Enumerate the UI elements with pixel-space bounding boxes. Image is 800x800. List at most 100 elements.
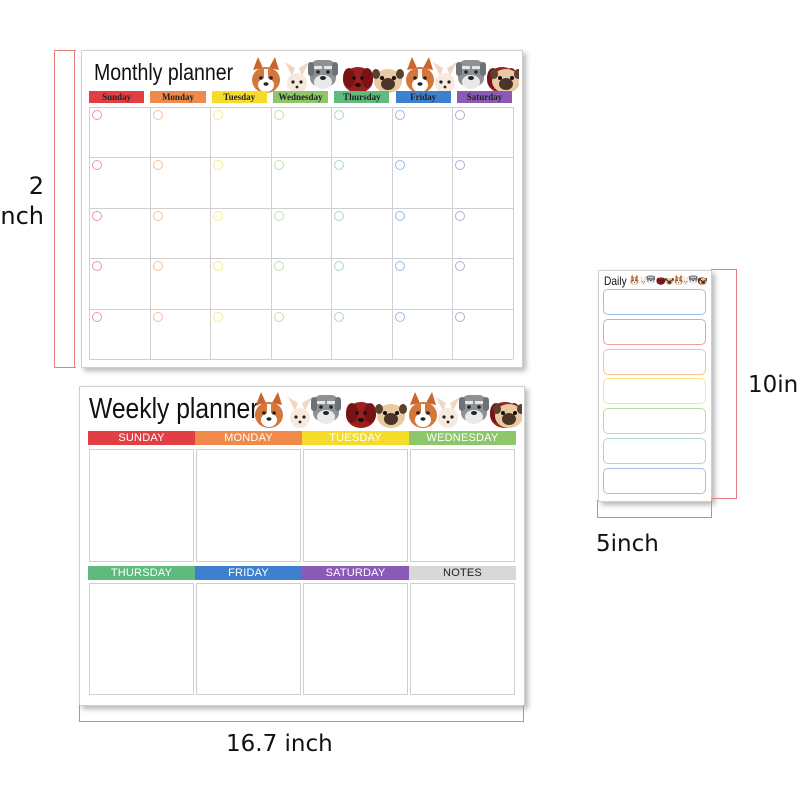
- weekly-planner-board: Weekly planner SUNDAY MONDAY TUESDAY WEDNES…: [79, 386, 525, 706]
- weekly-day-box: [196, 583, 301, 695]
- monthly-grid-line: [89, 207, 513, 209]
- daily-width-label: 5inch: [596, 531, 659, 557]
- monthly-grid-line: [149, 107, 151, 359]
- weekly-day-header: THURSDAY: [88, 566, 195, 580]
- daily-height-dimension-line: [736, 269, 737, 499]
- monthly-grid-line: [89, 258, 513, 260]
- weekly-day-box: [410, 583, 515, 695]
- weekly-day-header: SATURDAY: [302, 566, 409, 580]
- weekly-day-header: MONDAY: [195, 431, 302, 445]
- weekly-day-header: SUNDAY: [88, 431, 195, 445]
- monthly-date-circle: [213, 210, 224, 221]
- daily-entry-box: [603, 408, 706, 435]
- monthly-day-header: Tuesday: [211, 91, 267, 103]
- monthly-date-circle: [213, 261, 224, 272]
- monthly-day-header: Monday: [150, 91, 206, 103]
- weekly-day-box: [196, 449, 301, 562]
- monthly-date-circle: [394, 110, 405, 120]
- weekly-day-header: TUESDAY: [302, 431, 409, 445]
- monthly-date-circle: [455, 261, 466, 272]
- monthly-date-circle: [394, 160, 405, 171]
- weekly-day-box: [303, 583, 408, 695]
- monthly-day-header: Wednesday: [272, 91, 329, 103]
- daily-height-dimension-tick: [711, 498, 737, 499]
- monthly-date-circle: [273, 160, 284, 171]
- monthly-date-circle: [273, 110, 284, 120]
- monthly-date-circle: [213, 110, 224, 120]
- weekly-day-box: [89, 449, 194, 562]
- weekly-width-dimension-line: [79, 721, 524, 722]
- monthly-date-circle: [334, 210, 345, 221]
- monthly-grid-line: [452, 107, 454, 359]
- daily-planner-board: Daily: [598, 270, 712, 502]
- weekly-day-header: NOTES: [409, 566, 516, 580]
- monthly-grid-line: [331, 107, 333, 359]
- monthly-date-circle: [273, 261, 284, 272]
- monthly-planner-board: Monthly planner Sunday Monday Tuesday Wedne…: [81, 50, 523, 368]
- weekly-planner-title: Weekly planner: [89, 393, 259, 425]
- monthly-date-circle: [92, 210, 102, 221]
- monthly-grid-line: [391, 107, 393, 359]
- monthly-date-circle: [455, 160, 466, 171]
- monthly-date-circle: [273, 210, 284, 221]
- monthly-height-dimension-tick: [54, 367, 76, 368]
- monthly-grid-line: [210, 107, 212, 359]
- monthly-date-circle: [152, 110, 163, 120]
- monthly-date-circle: [152, 311, 163, 322]
- weekly-day-box: [89, 583, 194, 695]
- monthly-day-header: Saturday: [456, 91, 513, 103]
- weekly-day-header: WEDNESDAY: [409, 431, 516, 445]
- monthly-grid-line: [270, 107, 272, 359]
- monthly-date-circle: [92, 160, 102, 171]
- monthly-date-circle: [152, 261, 163, 272]
- daily-width-dimension-tick: [597, 500, 598, 518]
- daily-width-dimension-line: [597, 517, 712, 518]
- monthly-date-circle: [152, 210, 163, 221]
- monthly-date-circle: [92, 311, 102, 322]
- daily-entry-box: [603, 289, 706, 315]
- monthly-date-circle: [455, 311, 466, 322]
- monthly-day-header: Thursday: [334, 91, 390, 103]
- daily-height-label: 10in: [748, 372, 799, 398]
- daily-entry-box: [603, 438, 706, 464]
- monthly-date-circle: [334, 160, 345, 171]
- dogs-illustration-icon: [252, 57, 519, 93]
- daily-entry-box: [603, 378, 706, 405]
- monthly-date-circle: [394, 210, 405, 221]
- weekly-width-label: 16.7 inch: [226, 731, 333, 757]
- monthly-date-circle: [152, 160, 163, 171]
- daily-entry-box: [603, 318, 706, 345]
- monthly-date-circle: [334, 110, 345, 120]
- monthly-planner-title: Monthly planner: [94, 59, 234, 85]
- monthly-date-circle: [92, 261, 102, 272]
- weekly-day-box: [303, 449, 408, 562]
- dogs-illustration-icon: [255, 392, 522, 428]
- monthly-grid-line: [89, 308, 513, 310]
- monthly-date-circle: [455, 210, 466, 221]
- daily-planner-title: Daily: [604, 274, 627, 288]
- weekly-width-dimension-tick: [79, 705, 80, 722]
- monthly-grid-line: [513, 107, 514, 359]
- dogs-illustration-icon: [630, 274, 707, 285]
- monthly-grid-line: [89, 157, 513, 159]
- weekly-day-box: [410, 449, 515, 562]
- monthly-date-circle: [92, 110, 102, 120]
- monthly-date-circle: [213, 160, 224, 171]
- monthly-date-circle: [334, 261, 345, 272]
- monthly-height-dimension-line: [54, 50, 55, 368]
- monthly-date-circle: [334, 311, 345, 322]
- monthly-grid-line: [89, 107, 90, 359]
- monthly-date-circle: [273, 311, 284, 322]
- weekly-width-dimension-tick: [523, 705, 524, 722]
- monthly-grid-line: [89, 359, 513, 360]
- monthly-date-circle: [394, 261, 405, 272]
- monthly-day-header: Friday: [395, 91, 451, 103]
- monthly-date-circle: [213, 311, 224, 322]
- weekly-day-header: FRIDAY: [195, 566, 302, 580]
- monthly-day-header: Sunday: [89, 91, 145, 103]
- monthly-height-dimension-line: [74, 50, 75, 368]
- daily-width-dimension-tick: [711, 500, 712, 518]
- daily-entry-box: [603, 467, 706, 494]
- monthly-date-circle: [455, 110, 466, 120]
- daily-entry-box: [603, 348, 706, 375]
